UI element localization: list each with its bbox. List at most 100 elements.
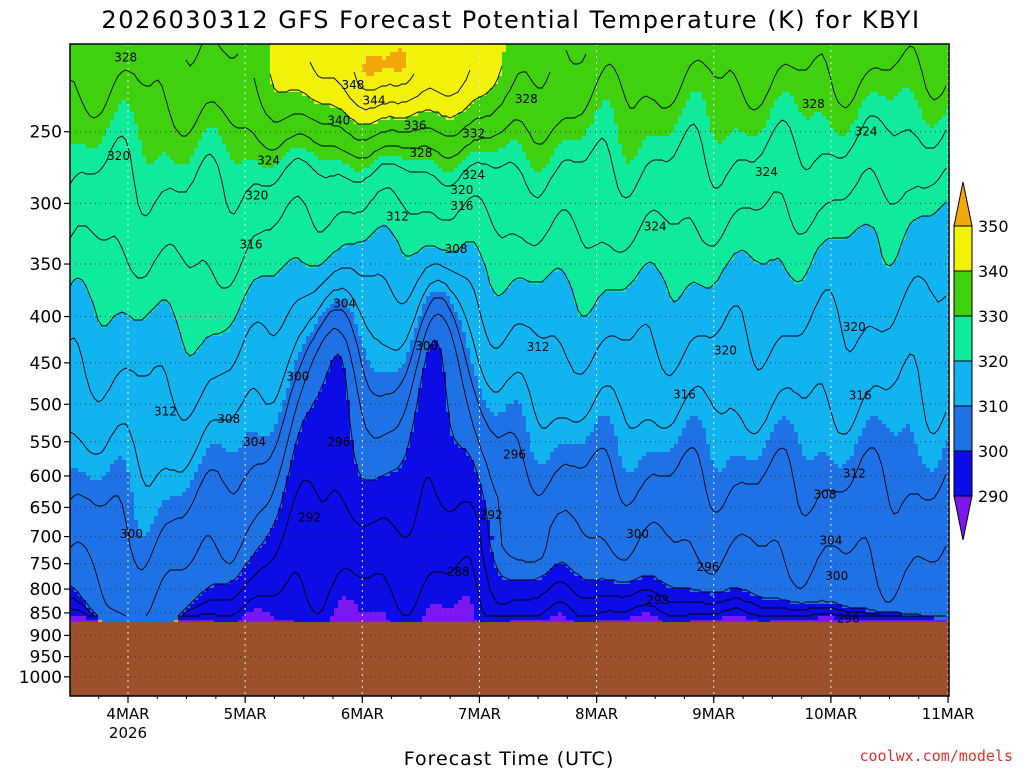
contour-label: 292 bbox=[298, 511, 321, 525]
contour-label: 316 bbox=[673, 388, 696, 402]
isentrope-348 bbox=[353, 71, 415, 91]
y-tick-label: 850 bbox=[30, 604, 62, 624]
contour-label: 312 bbox=[386, 209, 409, 223]
y-axis: 2503003504004505005506006507007508008509… bbox=[19, 123, 70, 688]
contour-label: 332 bbox=[462, 126, 485, 140]
x-axis-label: Forecast Time (UTC) bbox=[404, 748, 614, 768]
x-tick-label: 11MAR bbox=[922, 705, 975, 723]
contour-label: 316 bbox=[240, 237, 263, 251]
contour-label: 292 bbox=[646, 593, 669, 607]
contour-fills bbox=[70, 44, 949, 625]
contour-label: 320 bbox=[450, 183, 473, 197]
y-tick-label: 950 bbox=[30, 648, 62, 668]
isentrope-316 bbox=[70, 263, 947, 421]
contour-label: 300 bbox=[825, 569, 848, 583]
colorbar-label: 300 bbox=[978, 442, 1009, 461]
isentrope-320 bbox=[70, 201, 947, 357]
contour-label: 324 bbox=[462, 168, 485, 182]
colorbar-swatch bbox=[953, 225, 973, 272]
contour-label: 300 bbox=[415, 339, 438, 353]
contour-label: 320 bbox=[714, 343, 737, 357]
contour-label: 300 bbox=[120, 527, 143, 541]
x-tick-label: 6MAR bbox=[341, 705, 384, 723]
contour-label: 324 bbox=[755, 165, 778, 179]
contour-label: 324 bbox=[855, 125, 878, 139]
isentrope-340 bbox=[269, 65, 503, 125]
contour-label: 312 bbox=[843, 466, 866, 480]
contour-label: 304 bbox=[243, 435, 266, 449]
colorbar-swatch bbox=[953, 315, 973, 362]
contour-label: 316 bbox=[849, 389, 872, 403]
x-tick-label: 10MAR bbox=[805, 705, 858, 723]
contour-label: 328 bbox=[802, 97, 825, 111]
x-tick-label: 7MAR bbox=[458, 705, 501, 723]
contour-label: 300 bbox=[286, 370, 309, 384]
contour-label: 312 bbox=[154, 404, 177, 418]
y-tick-label: 300 bbox=[30, 194, 62, 214]
isentrope-296 bbox=[70, 477, 946, 617]
contour-label: 304 bbox=[333, 297, 356, 311]
contour-label: 300 bbox=[626, 527, 649, 541]
isentrope-312 bbox=[70, 279, 947, 487]
isentrope-300 bbox=[70, 339, 946, 617]
contour-label: 348 bbox=[341, 78, 364, 92]
contour-label: 296 bbox=[837, 611, 860, 625]
contour-label: 340 bbox=[327, 114, 350, 128]
y-tick-label: 900 bbox=[30, 626, 62, 646]
contour-label: 304 bbox=[819, 533, 842, 547]
y-tick-label: 750 bbox=[30, 555, 62, 575]
plot-frame bbox=[69, 43, 950, 697]
x-tick-label: 5MAR bbox=[224, 705, 267, 723]
contour-label: 296 bbox=[696, 560, 719, 574]
contour-label: 320 bbox=[107, 149, 130, 163]
contour-label: 324 bbox=[644, 219, 667, 233]
contour-label: 308 bbox=[814, 488, 837, 502]
colorbar-swatch bbox=[953, 360, 973, 407]
colorbar: 290 300 310 320 330 340 350 bbox=[953, 181, 1009, 541]
contour-label: 324 bbox=[257, 154, 280, 168]
colorbar-label: 290 bbox=[978, 487, 1009, 506]
colorbar-swatch bbox=[953, 405, 973, 452]
y-tick-label: 1000 bbox=[19, 668, 62, 688]
contour-label: 296 bbox=[327, 435, 350, 449]
x-tick-label: 4MAR bbox=[106, 705, 149, 723]
contour-label: 308 bbox=[445, 242, 468, 256]
isentrope-324 bbox=[70, 167, 947, 289]
credit-text[interactable]: coolwx.com/models bbox=[859, 747, 1013, 765]
y-tick-label: 250 bbox=[30, 123, 62, 143]
colorbar-label: 330 bbox=[978, 307, 1009, 326]
contour-label: 292 bbox=[480, 508, 503, 522]
y-tick-label: 550 bbox=[30, 433, 62, 453]
isentrope-332 bbox=[70, 45, 947, 159]
grid-lines bbox=[70, 44, 949, 696]
y-tick-label: 800 bbox=[30, 580, 62, 600]
y-tick-label: 700 bbox=[30, 528, 62, 548]
isentrope-304 bbox=[70, 313, 947, 617]
contour-label: 312 bbox=[527, 340, 550, 354]
isentrope-292 bbox=[70, 555, 946, 617]
colorbar-bottom-arrow bbox=[953, 495, 973, 541]
colorbar-top-arrow bbox=[953, 181, 973, 227]
contour-lines bbox=[70, 44, 947, 617]
y-tick-label: 450 bbox=[30, 354, 62, 374]
y-tick-label: 650 bbox=[30, 498, 62, 518]
y-tick-label: 400 bbox=[30, 308, 62, 328]
colorbar-swatch bbox=[953, 450, 973, 497]
contour-label: 308 bbox=[217, 412, 240, 426]
colorbar-label: 320 bbox=[978, 352, 1009, 371]
x-tick-year-label: 2026 bbox=[109, 724, 147, 742]
contour-label: 328 bbox=[515, 92, 538, 106]
x-tick-label: 8MAR bbox=[575, 705, 618, 723]
contour-label: 296 bbox=[503, 447, 526, 461]
y-tick-label: 350 bbox=[30, 255, 62, 275]
contour-label: 288 bbox=[447, 565, 470, 579]
contour-label: 336 bbox=[404, 118, 427, 132]
contour-label: 320 bbox=[245, 188, 268, 202]
colorbar-label: 350 bbox=[978, 217, 1009, 236]
contour-label: 328 bbox=[409, 146, 432, 160]
isentrope-344 bbox=[309, 61, 471, 111]
ground-surface bbox=[70, 622, 949, 696]
colorbar-swatch bbox=[953, 270, 973, 317]
